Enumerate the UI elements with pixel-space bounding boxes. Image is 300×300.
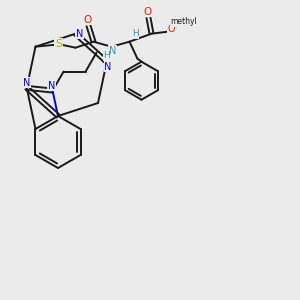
Text: O: O: [168, 24, 175, 34]
Text: N: N: [48, 81, 55, 91]
Text: N: N: [23, 78, 30, 88]
Text: N: N: [76, 29, 83, 39]
Text: H: H: [103, 51, 110, 60]
Text: N: N: [109, 46, 116, 56]
Text: O: O: [83, 15, 92, 25]
Text: N: N: [104, 62, 111, 72]
Text: O: O: [143, 7, 152, 17]
Text: methyl: methyl: [170, 17, 197, 26]
Text: H: H: [132, 29, 139, 38]
Text: S: S: [55, 39, 62, 49]
